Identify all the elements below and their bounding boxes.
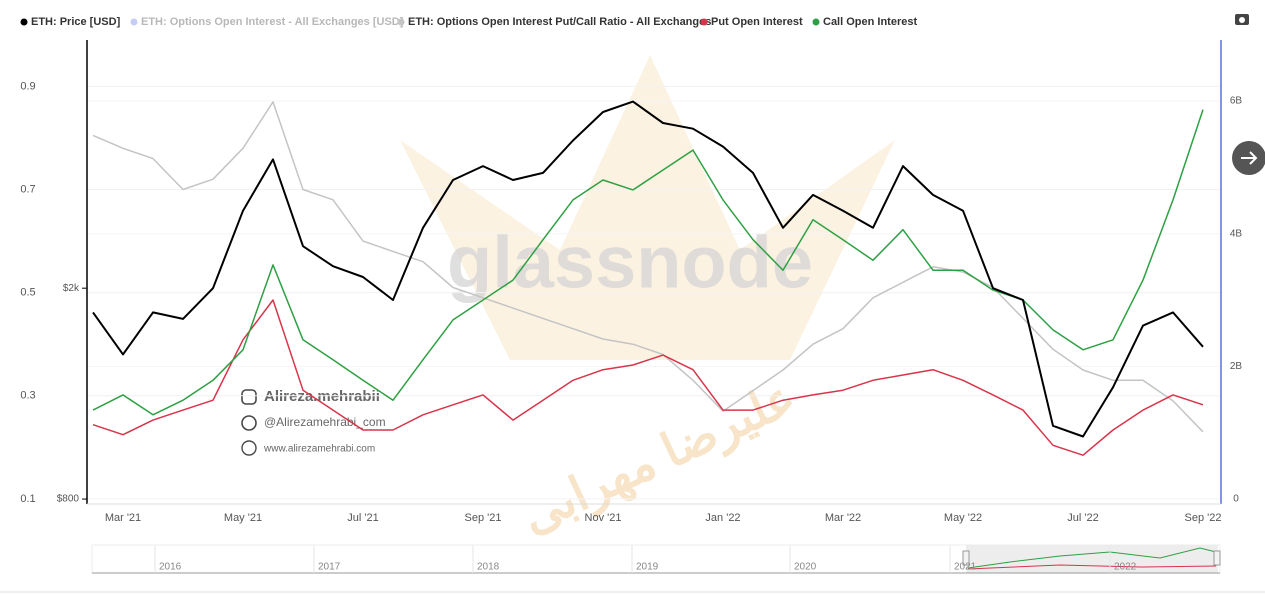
x-tick-label: Sep '21 [465, 512, 502, 524]
y-tick-label: 0.3 [20, 390, 35, 402]
x-tick-label: Mar '21 [105, 512, 141, 524]
navigator-label: 2022 [1114, 562, 1137, 573]
navigator-label: 2018 [477, 562, 500, 573]
legend-marker [20, 18, 28, 26]
watermark-text: Alireza.mehrabii [264, 388, 380, 405]
legend-label: ETH: Options Open Interest Put/Call Rati… [408, 16, 711, 28]
y2-tick-label: 4B [1230, 228, 1243, 239]
navigator-label: 2017 [318, 562, 341, 573]
crown-shape [400, 55, 895, 360]
legend-marker [130, 18, 138, 26]
navigator-label: 2016 [159, 562, 182, 573]
y3-tick-label: $800 [57, 494, 80, 505]
instagram-icon [241, 389, 257, 405]
navigator-label: 2021 [954, 562, 977, 573]
x-tick-label: May '22 [944, 512, 982, 524]
y-tick-label: 0.5 [20, 287, 35, 299]
legend-marker [397, 18, 405, 26]
next-button[interactable] [1232, 141, 1265, 175]
x-tick-label: Jul '22 [1067, 512, 1098, 524]
telegram-icon [241, 415, 257, 431]
x-tick-label: Nov '21 [585, 512, 622, 524]
navigator-window[interactable] [966, 545, 1218, 573]
legend-label: ETH: Options Open Interest - All Exchang… [141, 16, 404, 28]
y2-tick-label: 2B [1230, 361, 1243, 372]
x-tick-label: Jul '21 [347, 512, 378, 524]
watermark-text: @Alirezamehrabi_com [264, 415, 386, 429]
legend-marker [700, 18, 708, 26]
legend-item[interactable]: Put Open Interest [700, 16, 804, 28]
y-tick-label: 0.9 [20, 80, 35, 92]
series-line [92, 299, 1204, 456]
y3-tick-label: $2k [63, 283, 80, 294]
arrow-icon [1241, 151, 1258, 165]
navigator-handle[interactable] [1213, 550, 1221, 566]
legend-item[interactable]: ETH: Price [USD] [20, 16, 121, 28]
x-tick-label: May '21 [224, 512, 262, 524]
camera-button[interactable] [1235, 14, 1249, 25]
legend-label: Put Open Interest [711, 16, 803, 28]
legend-label: ETH: Price [USD] [31, 16, 121, 28]
camera-lens [1239, 17, 1245, 23]
y2-tick-label: 6B [1230, 96, 1243, 107]
y2-tick-label: 0 [1233, 494, 1239, 505]
y-tick-label: 0.7 [20, 183, 35, 195]
legend-item[interactable]: ETH: Options Open Interest - All Exchang… [130, 16, 404, 28]
navigator-label: 2019 [636, 562, 659, 573]
y-tick-label: 0.1 [20, 493, 35, 505]
series-line [92, 101, 1204, 433]
watermark-text: www.alirezamehrabi.com [263, 444, 375, 455]
navigator-handle[interactable] [962, 550, 970, 566]
watermark-text: glassnode [447, 221, 813, 304]
legend-item[interactable]: ETH: Options Open Interest Put/Call Rati… [397, 16, 712, 28]
navigator-label: 2020 [794, 562, 817, 573]
x-tick-label: Mar '22 [825, 512, 861, 524]
navigator [91, 544, 1221, 574]
x-tick-label: Jan '22 [705, 512, 740, 524]
legend-item[interactable]: Call Open Interest [812, 16, 918, 28]
x-tick-label: Sep '22 [1185, 512, 1222, 524]
navigator-line [967, 564, 1217, 570]
series-line [92, 100, 1204, 438]
legend-marker [812, 18, 820, 26]
legend-label: Call Open Interest [823, 16, 917, 28]
web-icon [241, 440, 257, 456]
